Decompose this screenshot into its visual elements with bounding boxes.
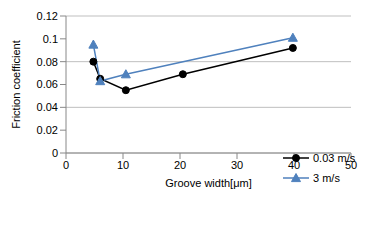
svg-text:40: 40 xyxy=(288,159,300,171)
svg-text:0.1: 0.1 xyxy=(43,33,58,45)
svg-text:20: 20 xyxy=(174,159,186,171)
svg-text:Groove width[μm]: Groove width[μm] xyxy=(165,177,251,189)
svg-text:0: 0 xyxy=(63,159,69,171)
svg-text:0.02: 0.02 xyxy=(37,124,58,136)
svg-text:50: 50 xyxy=(345,159,357,171)
svg-text:30: 30 xyxy=(231,159,243,171)
svg-text:0.04: 0.04 xyxy=(37,101,58,113)
svg-text:0.08: 0.08 xyxy=(37,56,58,68)
svg-text:Friction coefficient: Friction coefficient xyxy=(10,40,22,128)
svg-text:0: 0 xyxy=(52,147,58,159)
svg-text:0.06: 0.06 xyxy=(37,78,58,90)
svg-text:0.12: 0.12 xyxy=(37,10,58,22)
svg-text:10: 10 xyxy=(117,159,129,171)
